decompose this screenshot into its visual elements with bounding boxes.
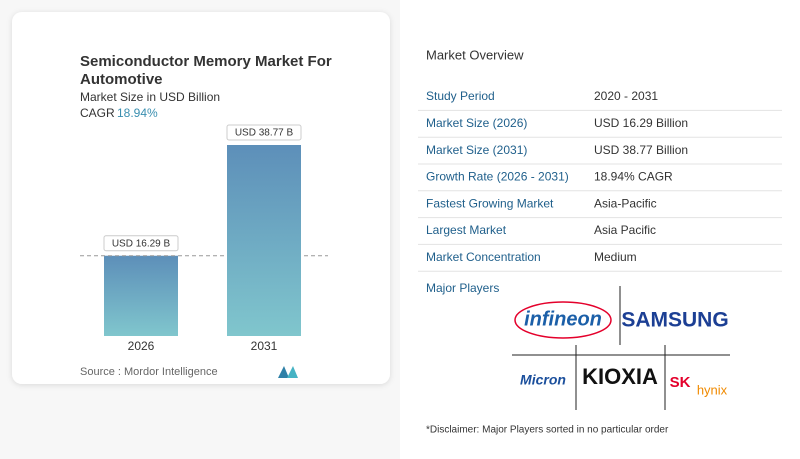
value-label: USD 38.77 B bbox=[235, 128, 294, 139]
chart-title-1: Semiconductor Memory Market For bbox=[80, 53, 332, 70]
row-label: Market Size (2031) bbox=[426, 143, 527, 157]
row-label: Growth Rate (2026 - 2031) bbox=[426, 170, 569, 184]
row-label: Market Concentration bbox=[426, 250, 541, 264]
player-logo: hynix bbox=[697, 382, 728, 397]
row-value: Asia-Pacific bbox=[594, 196, 657, 210]
logo-swoosh bbox=[514, 301, 612, 339]
value-label-box bbox=[103, 235, 179, 252]
value-label: USD 16.29 B bbox=[112, 238, 171, 249]
row-value: 18.94% CAGR bbox=[594, 170, 673, 184]
disclaimer: *Disclaimer: Major Players sorted in no … bbox=[426, 425, 669, 436]
row-value: USD 38.77 Billion bbox=[594, 143, 688, 157]
overview-title: Market Overview bbox=[426, 47, 524, 62]
bar bbox=[227, 145, 301, 336]
row-value: Asia Pacific bbox=[594, 223, 656, 237]
chart-subtitle: Market Size in USD Billion bbox=[80, 90, 220, 104]
cagr-value: 18.94% bbox=[117, 106, 158, 120]
x-tick-label: 2031 bbox=[251, 339, 278, 353]
player-logo: Micron bbox=[520, 372, 566, 388]
source-logo bbox=[278, 366, 298, 378]
chart-title-2: Automotive bbox=[80, 71, 163, 88]
player-logo: SAMSUNG bbox=[621, 309, 728, 332]
player-logo: KIOXIA bbox=[582, 364, 658, 389]
row-label: Study Period bbox=[426, 89, 495, 103]
row-label: Market Size (2026) bbox=[426, 116, 527, 130]
row-label: Fastest Growing Market bbox=[426, 196, 554, 210]
players-title: Major Players bbox=[426, 281, 499, 295]
value-label-box bbox=[226, 124, 302, 141]
row-label: Largest Market bbox=[426, 223, 507, 237]
row-value: 2020 - 2031 bbox=[594, 89, 658, 103]
player-logo: infineon bbox=[524, 308, 602, 330]
row-value: USD 16.29 Billion bbox=[594, 116, 688, 130]
cagr-label: CAGR bbox=[80, 106, 115, 120]
source: Source : Mordor Intelligence bbox=[80, 366, 218, 378]
player-logo: SK bbox=[670, 374, 691, 391]
row-value: Medium bbox=[594, 250, 637, 264]
overview-panel bbox=[400, 0, 800, 459]
bar bbox=[104, 255, 178, 336]
logo-dividers bbox=[512, 286, 730, 410]
x-tick-label: 2026 bbox=[128, 339, 155, 353]
